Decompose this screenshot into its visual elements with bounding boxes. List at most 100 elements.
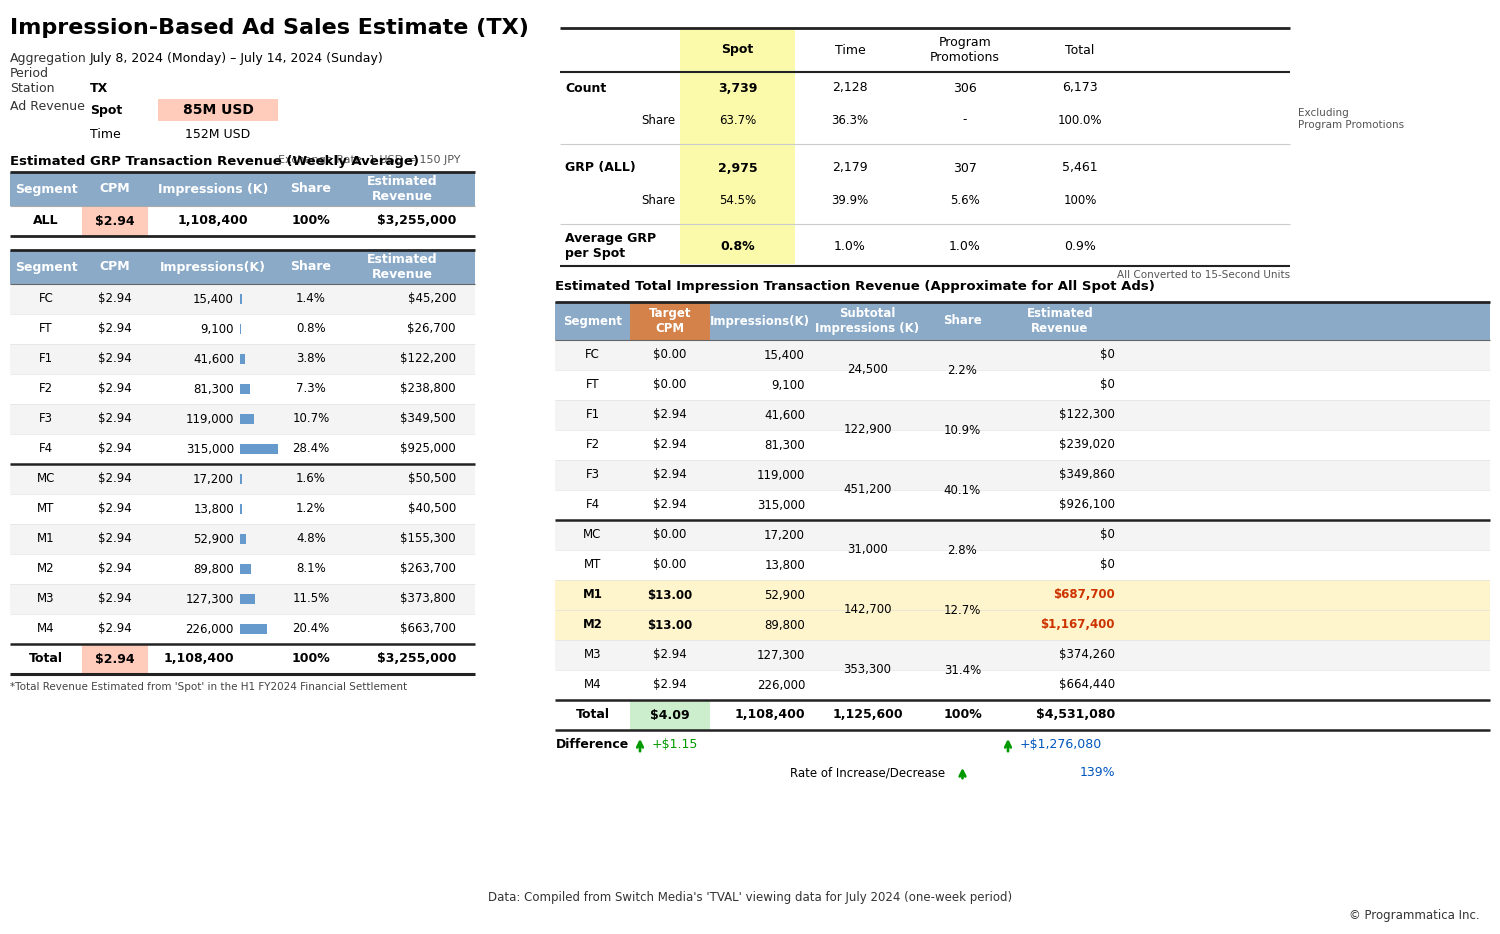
Bar — [10, 404, 476, 434]
Text: Segment: Segment — [15, 261, 78, 274]
Text: $2.94: $2.94 — [652, 678, 687, 691]
Text: M1: M1 — [582, 588, 603, 601]
Bar — [10, 314, 476, 344]
Text: $4.09: $4.09 — [650, 709, 690, 721]
Text: 52,900: 52,900 — [194, 532, 234, 545]
Text: F4: F4 — [39, 443, 53, 456]
Text: $1,167,400: $1,167,400 — [1041, 618, 1114, 631]
Text: Target
CPM: Target CPM — [648, 307, 692, 335]
Text: $349,500: $349,500 — [400, 413, 456, 426]
Text: 0.8%: 0.8% — [720, 239, 754, 252]
Text: 0.8%: 0.8% — [296, 322, 326, 335]
Text: $122,300: $122,300 — [1059, 408, 1114, 421]
Text: $663,700: $663,700 — [400, 622, 456, 635]
Text: $2.94: $2.94 — [652, 408, 687, 421]
Text: 142,700: 142,700 — [843, 603, 891, 616]
Text: $0: $0 — [1100, 348, 1114, 361]
Text: 1,108,400: 1,108,400 — [177, 215, 249, 228]
Text: 89,800: 89,800 — [764, 618, 806, 631]
Text: MC: MC — [38, 473, 56, 486]
Bar — [10, 464, 476, 494]
Bar — [10, 284, 476, 314]
Text: 127,300: 127,300 — [756, 648, 806, 661]
Text: 100%: 100% — [944, 709, 982, 721]
Text: Estimated
Revenue: Estimated Revenue — [1026, 307, 1094, 335]
Text: 1.4%: 1.4% — [296, 292, 326, 305]
Text: TX: TX — [90, 82, 108, 95]
Text: MT: MT — [38, 502, 54, 516]
Text: $4,531,080: $4,531,080 — [1035, 709, 1114, 721]
Text: 306: 306 — [952, 81, 976, 94]
Text: $0.00: $0.00 — [654, 378, 687, 391]
Text: 31.4%: 31.4% — [944, 663, 981, 676]
Text: M3: M3 — [38, 592, 54, 605]
Text: Estimated
Revenue: Estimated Revenue — [368, 253, 438, 281]
Text: $3,255,000: $3,255,000 — [376, 215, 456, 228]
Text: Data: Compiled from Switch Media's 'TVAL' viewing data for July 2024 (one-week p: Data: Compiled from Switch Media's 'TVAL… — [488, 891, 1012, 904]
Text: +$1.15: +$1.15 — [652, 739, 699, 752]
Text: 63.7%: 63.7% — [718, 114, 756, 126]
Text: $2.94: $2.94 — [98, 473, 132, 486]
Text: 119,000: 119,000 — [756, 469, 806, 482]
Text: 81,300: 81,300 — [764, 438, 806, 451]
Text: +$1,276,080: +$1,276,080 — [1020, 739, 1102, 752]
Text: 2,975: 2,975 — [717, 162, 758, 175]
Bar — [555, 490, 1490, 520]
Text: F3: F3 — [585, 469, 600, 482]
Text: $2.94: $2.94 — [98, 622, 132, 635]
Bar — [10, 584, 476, 614]
Text: $2.94: $2.94 — [652, 469, 687, 482]
Text: Total: Total — [1065, 44, 1095, 56]
Text: Share: Share — [291, 261, 332, 274]
Text: 39.9%: 39.9% — [831, 193, 868, 206]
Text: 353,300: 353,300 — [843, 663, 891, 676]
Bar — [240, 384, 250, 394]
Text: 127,300: 127,300 — [186, 592, 234, 605]
Text: July 8, 2024 (Monday) – July 14, 2024 (Sunday): July 8, 2024 (Monday) – July 14, 2024 (S… — [90, 52, 384, 65]
Text: $0.00: $0.00 — [654, 559, 687, 572]
Text: Time: Time — [834, 44, 866, 56]
Bar — [555, 550, 1490, 580]
Text: © Programmatica Inc.: © Programmatica Inc. — [1350, 910, 1480, 923]
Text: $2.94: $2.94 — [98, 443, 132, 456]
Text: Share: Share — [291, 182, 332, 195]
Text: MT: MT — [584, 559, 602, 572]
Text: $2.94: $2.94 — [98, 322, 132, 335]
Text: $2.94: $2.94 — [98, 292, 132, 305]
Text: 6,173: 6,173 — [1062, 81, 1098, 94]
Text: Estimated Total Impression Transaction Revenue (Approximate for All Spot Ads): Estimated Total Impression Transaction R… — [555, 280, 1155, 293]
Text: 15,400: 15,400 — [194, 292, 234, 305]
Text: F2: F2 — [39, 383, 53, 395]
Bar — [555, 610, 1490, 640]
Text: FT: FT — [39, 322, 53, 335]
Text: $687,700: $687,700 — [1053, 588, 1114, 601]
Bar — [10, 494, 476, 524]
Text: Share: Share — [944, 315, 982, 328]
Text: $45,200: $45,200 — [408, 292, 456, 305]
Bar — [240, 414, 255, 424]
Bar — [680, 28, 795, 264]
Text: $239,020: $239,020 — [1059, 438, 1114, 451]
Text: 5.6%: 5.6% — [950, 193, 980, 206]
Text: F4: F4 — [585, 499, 600, 512]
Text: $373,800: $373,800 — [400, 592, 456, 605]
Text: $925,000: $925,000 — [400, 443, 456, 456]
Text: 0.9%: 0.9% — [1064, 239, 1096, 252]
Text: 3.8%: 3.8% — [296, 352, 326, 365]
Text: Spot: Spot — [722, 44, 753, 56]
Text: 54.5%: 54.5% — [718, 193, 756, 206]
Text: 13,800: 13,800 — [194, 502, 234, 516]
Text: GRP (ALL): GRP (ALL) — [566, 162, 636, 175]
Text: $50,500: $50,500 — [408, 473, 456, 486]
Text: 3,739: 3,739 — [718, 81, 758, 94]
Text: 100%: 100% — [291, 653, 330, 666]
Text: 226,000: 226,000 — [756, 678, 806, 691]
Text: All Converted to 15-Second Units: All Converted to 15-Second Units — [1118, 270, 1290, 280]
Text: Exchange Rate: 1 USD = 150 JPY: Exchange Rate: 1 USD = 150 JPY — [278, 155, 460, 165]
Text: $2.94: $2.94 — [98, 532, 132, 545]
Text: M1: M1 — [38, 532, 56, 545]
Text: FT: FT — [585, 378, 600, 391]
Bar — [10, 344, 476, 374]
Text: 11.5%: 11.5% — [292, 592, 330, 605]
Text: $926,100: $926,100 — [1059, 499, 1114, 512]
